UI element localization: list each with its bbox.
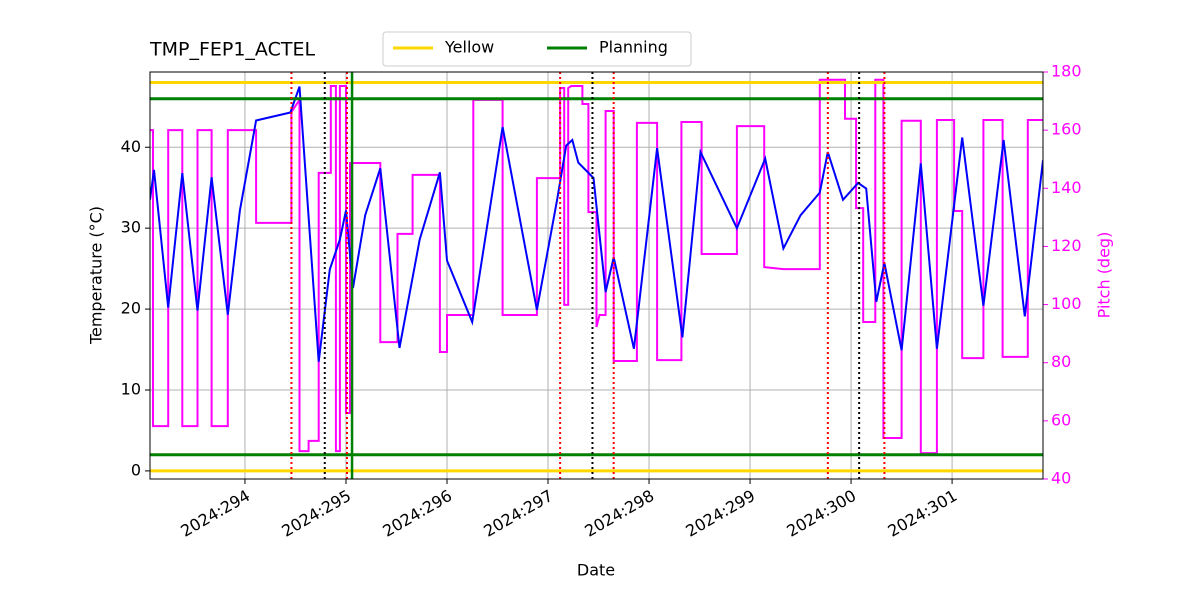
legend-box xyxy=(382,31,692,67)
y-tick-label: 20 xyxy=(121,299,141,318)
y2-tick-label: 60 xyxy=(1051,410,1071,429)
y-axis-label: Temperature (°C) xyxy=(87,206,106,345)
y2-tick-label: 140 xyxy=(1051,178,1082,197)
y-tick-label: 0 xyxy=(131,460,141,479)
x-tick-label: 2024:295 xyxy=(278,486,354,541)
x-axis-label: Date xyxy=(577,561,615,580)
y2-tick-label: 80 xyxy=(1051,352,1071,371)
legend-label: Yellow xyxy=(444,38,494,57)
y2-tick-label: 180 xyxy=(1051,62,1082,81)
y-tick-label: 30 xyxy=(121,218,141,237)
x-tick-label: 2024:296 xyxy=(379,486,455,541)
legend-label: Planning xyxy=(599,38,668,57)
x-tick-label: 2024:301 xyxy=(884,486,960,541)
x-tick-label: 2024:297 xyxy=(480,486,556,541)
y2-tick-label: 100 xyxy=(1051,294,1082,313)
x-tick-label: 2024:294 xyxy=(177,486,253,541)
y2-tick-label: 40 xyxy=(1051,469,1071,488)
x-tick-label: 2024:300 xyxy=(783,486,859,541)
x-tick-label: 2024:298 xyxy=(581,486,657,541)
legend: Yellow Planning xyxy=(382,31,692,67)
series-line xyxy=(150,86,1043,362)
y2-tick-label: 120 xyxy=(1051,236,1082,255)
y2-tick-label: 160 xyxy=(1051,120,1082,139)
y2-axis-label: Pitch (deg) xyxy=(1095,232,1114,319)
y-tick-label: 10 xyxy=(121,379,141,398)
y-tick-label: 40 xyxy=(121,137,141,156)
x-tick-label: 2024:299 xyxy=(682,486,758,541)
plot-frame xyxy=(149,71,1044,480)
series-line xyxy=(150,78,1043,455)
chart-title: TMP_FEP1_ACTEL xyxy=(149,39,315,61)
